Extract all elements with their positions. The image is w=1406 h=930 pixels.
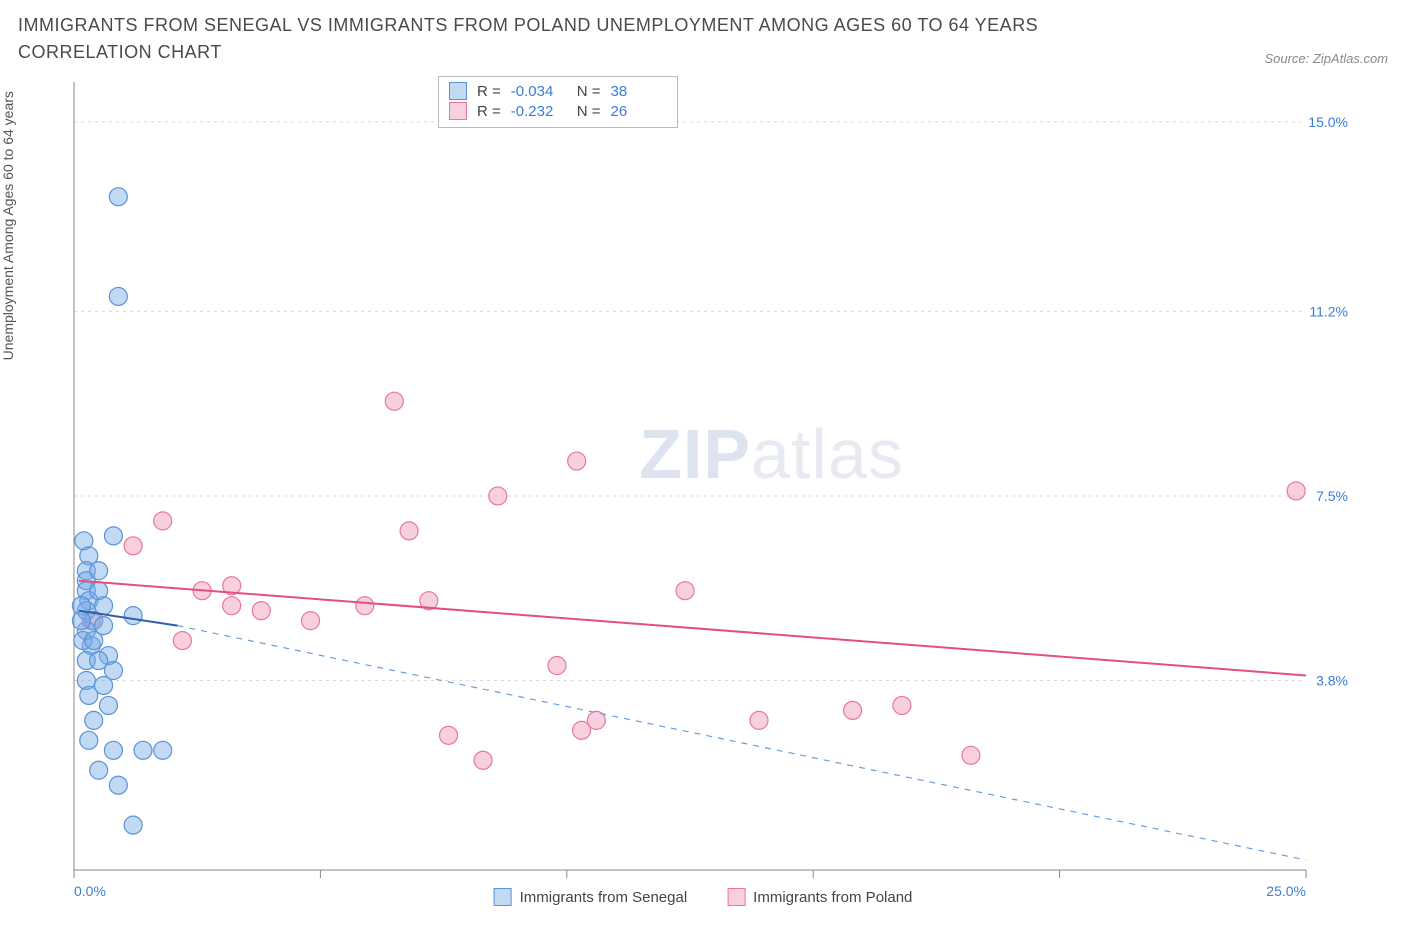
swatch-senegal — [494, 888, 512, 906]
swatch-poland — [727, 888, 745, 906]
svg-text:11.2%: 11.2% — [1309, 303, 1348, 319]
chart-title: IMMIGRANTS FROM SENEGAL VS IMMIGRANTS FR… — [18, 12, 1118, 66]
scatter-chart: 3.8% 7.5% 11.2% 15.0% 0.0% 25.0% — [18, 72, 1358, 902]
svg-text:3.8%: 3.8% — [1316, 672, 1348, 688]
legend-item-poland: Immigrants from Poland — [727, 888, 912, 906]
n-value-poland: 26 — [611, 103, 667, 120]
chart-container: ZIPatlas Unemployment Among Ages 60 to 6… — [18, 72, 1388, 902]
svg-text:0.0%: 0.0% — [74, 883, 106, 899]
stats-row-senegal: R = -0.034 N = 38 — [449, 81, 667, 101]
swatch-senegal — [449, 82, 467, 100]
r-value-poland: -0.232 — [511, 103, 567, 120]
series-legend: Immigrants from Senegal Immigrants from … — [494, 888, 913, 906]
n-value-senegal: 38 — [611, 83, 667, 100]
swatch-poland — [449, 102, 467, 120]
stats-row-poland: R = -0.232 N = 26 — [449, 101, 667, 121]
svg-text:7.5%: 7.5% — [1316, 488, 1348, 504]
legend-item-senegal: Immigrants from Senegal — [494, 888, 688, 906]
y-axis-label: Unemployment Among Ages 60 to 64 years — [0, 91, 16, 360]
r-value-senegal: -0.034 — [511, 83, 567, 100]
source-attribution: Source: ZipAtlas.com — [1264, 51, 1388, 66]
svg-text:25.0%: 25.0% — [1266, 883, 1306, 899]
svg-text:15.0%: 15.0% — [1308, 114, 1348, 130]
correlation-stats-box: R = -0.034 N = 38 R = -0.232 N = 26 — [438, 76, 678, 128]
